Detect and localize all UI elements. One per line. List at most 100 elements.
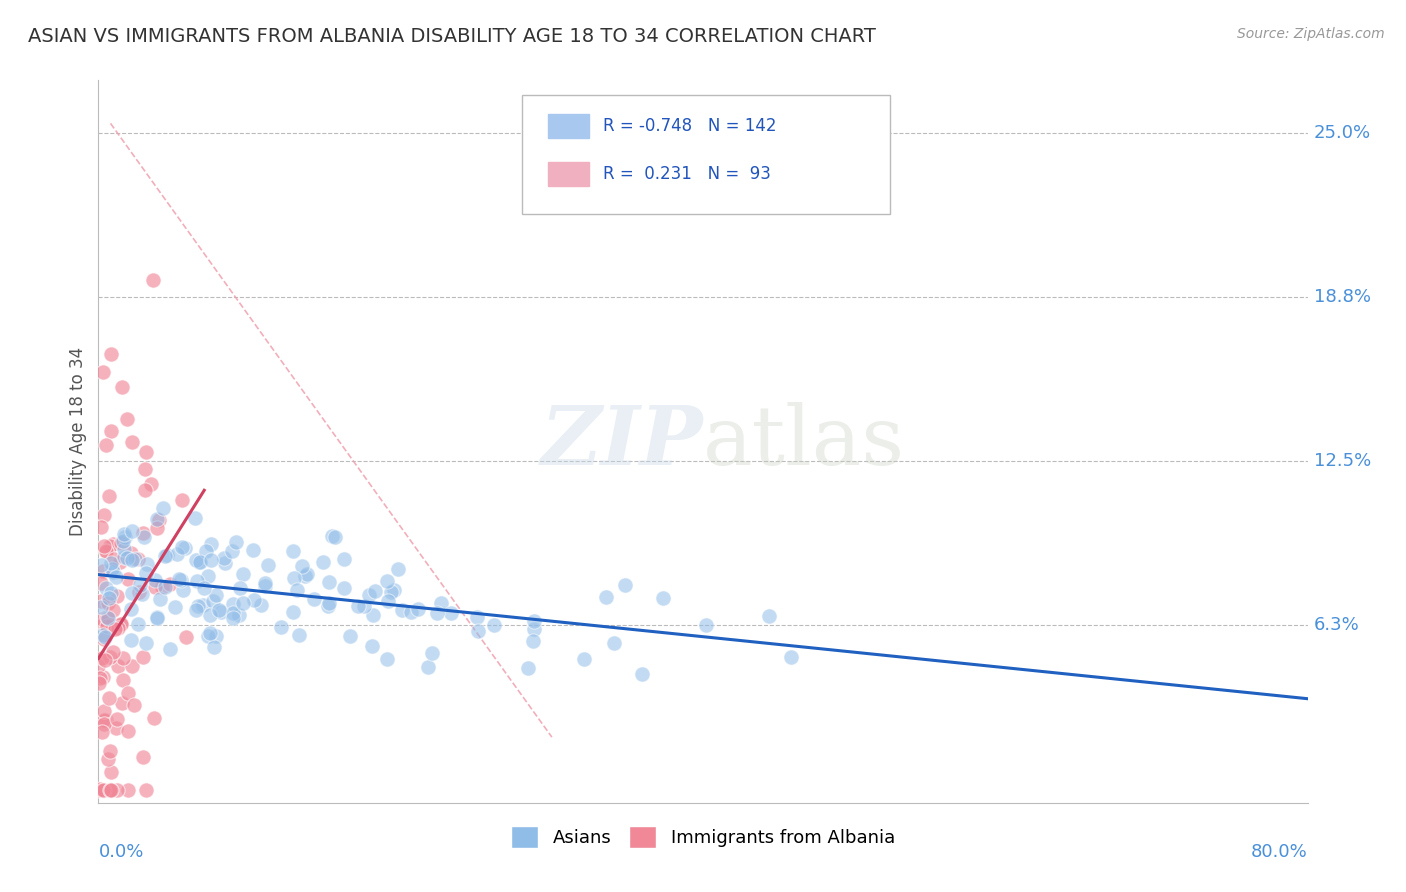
Point (283, 571, 305, 585)
Point (166, 547, 188, 561)
Point (270, 620, 292, 634)
Point (111, 673, 134, 687)
Point (131, 587, 153, 601)
Point (134, 530, 156, 544)
Point (242, 592, 264, 607)
Point (103, 552, 125, 566)
Point (93, 713, 115, 727)
Point (121, 434, 143, 449)
Point (186, 574, 208, 588)
Point (97, 591, 120, 605)
Point (146, 512, 169, 526)
Point (93, 508, 115, 522)
Point (484, 618, 506, 632)
Point (117, 685, 139, 699)
Point (187, 599, 209, 613)
Point (146, 609, 169, 624)
FancyBboxPatch shape (548, 162, 589, 186)
Point (107, 658, 129, 673)
Point (200, 553, 222, 567)
Point (204, 588, 226, 602)
Point (517, 660, 540, 674)
Point (387, 562, 409, 576)
Point (399, 605, 422, 619)
Point (108, 555, 131, 569)
Point (291, 558, 314, 573)
Point (250, 598, 273, 612)
Point (170, 573, 193, 587)
Text: ZIP: ZIP (540, 401, 703, 482)
Point (117, 724, 139, 739)
Point (121, 586, 143, 600)
Point (172, 540, 194, 554)
Point (90, 600, 112, 615)
Point (522, 634, 544, 648)
Point (146, 521, 169, 535)
FancyBboxPatch shape (522, 95, 890, 214)
Point (87, 658, 110, 673)
Point (191, 598, 214, 612)
Point (114, 530, 136, 544)
Point (323, 530, 346, 544)
Point (143, 573, 166, 587)
Point (104, 622, 127, 636)
Point (172, 582, 194, 597)
Point (294, 569, 316, 583)
Point (232, 596, 254, 610)
Point (377, 594, 399, 608)
Point (91, 650, 114, 665)
Point (311, 555, 333, 569)
Point (96, 713, 118, 727)
Point (135, 445, 157, 459)
Point (115, 412, 138, 426)
Point (121, 553, 143, 567)
Point (208, 603, 231, 617)
Point (391, 603, 413, 617)
Point (779, 650, 801, 665)
Point (202, 640, 225, 654)
Point (94, 581, 117, 595)
Point (318, 597, 340, 611)
Point (375, 652, 398, 666)
Point (98, 782, 121, 797)
Point (426, 606, 449, 620)
Text: 18.8%: 18.8% (1313, 288, 1371, 306)
Text: R =  0.231   N =  93: R = 0.231 N = 93 (603, 165, 770, 183)
Point (101, 617, 124, 632)
Point (222, 597, 245, 611)
Point (152, 500, 174, 515)
Point (103, 602, 125, 616)
Point (93, 716, 115, 731)
Point (96, 610, 118, 624)
Point (90, 782, 112, 797)
Point (201, 594, 224, 608)
Text: 25.0%: 25.0% (1313, 124, 1371, 142)
Point (184, 511, 207, 525)
Text: atlas: atlas (703, 401, 905, 482)
Point (142, 273, 165, 287)
Point (96, 619, 118, 633)
Point (188, 555, 211, 569)
Point (429, 596, 451, 610)
Point (107, 621, 129, 635)
Point (148, 513, 170, 527)
Point (139, 476, 162, 491)
Text: R = -0.748   N = 142: R = -0.748 N = 142 (603, 117, 776, 135)
Point (422, 646, 444, 660)
Point (91, 627, 114, 641)
Text: 12.5%: 12.5% (1313, 452, 1371, 470)
Point (603, 636, 626, 650)
Point (304, 591, 326, 606)
Point (100, 346, 122, 360)
Point (105, 721, 128, 735)
Point (120, 545, 142, 559)
Point (135, 636, 157, 650)
Point (112, 542, 135, 557)
Point (145, 611, 167, 625)
Point (281, 543, 304, 558)
Point (316, 599, 339, 613)
Point (104, 569, 127, 583)
Point (136, 557, 159, 571)
Point (377, 574, 399, 589)
Point (346, 599, 368, 614)
